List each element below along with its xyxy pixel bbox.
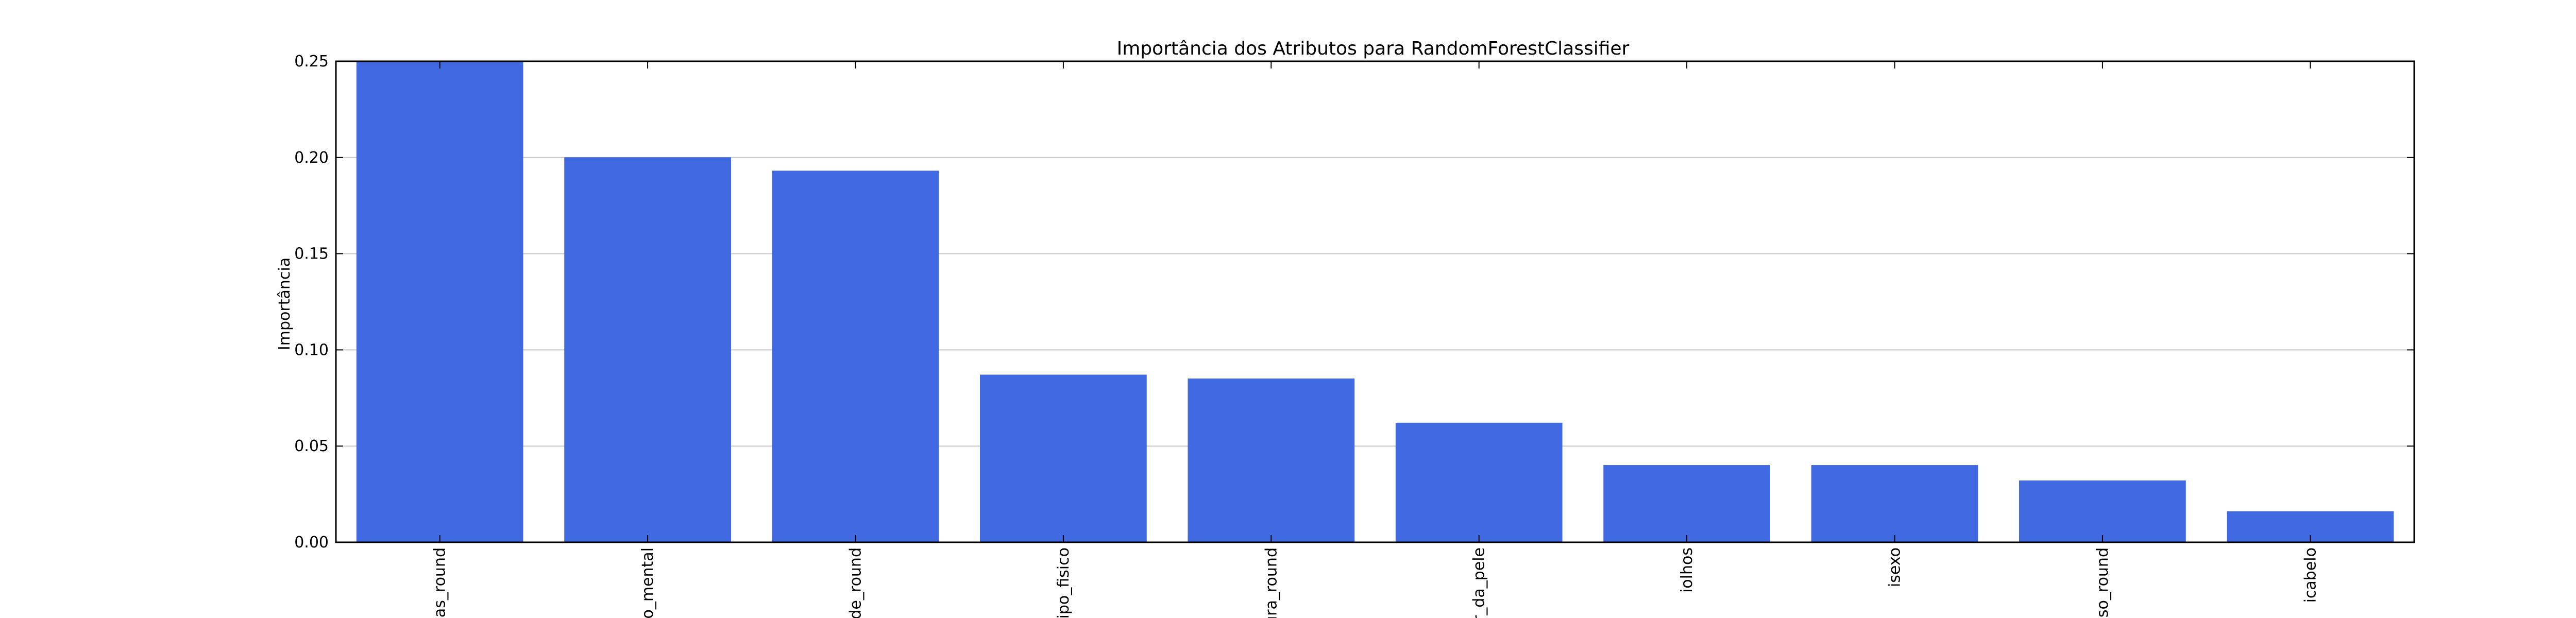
chart-title: Importância dos Atributos para RandomFor… — [1117, 38, 1630, 59]
x-tick-label: de_round — [847, 547, 865, 618]
y-tick-label: 0.25 — [294, 53, 329, 71]
x-tick-label: eso_round — [2094, 547, 2112, 618]
y-tick-label: 0.05 — [294, 437, 329, 455]
y-tick-label: 0.00 — [294, 534, 329, 552]
x-tick-label: iolhos — [1678, 547, 1696, 593]
bar-r_da_pele — [1395, 422, 1563, 543]
x-tick-label: ipo_fisico — [1055, 547, 1073, 618]
bar-iolhos — [1603, 465, 1770, 543]
x-tick-label: io_mental — [639, 547, 657, 618]
bar-ipo_fisico — [980, 374, 1147, 543]
bar-de_round — [772, 170, 939, 543]
bar-io_mental — [564, 157, 731, 543]
plot-frame — [335, 60, 2415, 543]
bar-eso_round — [2019, 480, 2186, 543]
x-tick-label: ias_round — [431, 547, 449, 618]
bars-layer — [356, 61, 2394, 543]
bar-ura_round — [1188, 378, 1355, 543]
ticks-layer: 0.00 0.05 0.10 0.15 0.20 0.25 ias_round io_ment… — [294, 53, 2414, 618]
bar-isexo — [1811, 465, 1978, 543]
y-tick-label: 0.15 — [294, 245, 329, 263]
x-tick-label: r_da_pele — [1470, 547, 1488, 618]
y-axis-title: Importância — [276, 258, 294, 350]
x-tick-label: isexo — [1886, 547, 1904, 587]
y-tick-label: 0.20 — [294, 149, 329, 167]
y-tick-label: 0.10 — [294, 341, 329, 359]
x-tick-label: ura_round — [1262, 547, 1280, 618]
x-tick-label: icabelo — [2301, 547, 2319, 603]
bar-ias_round — [356, 61, 523, 543]
